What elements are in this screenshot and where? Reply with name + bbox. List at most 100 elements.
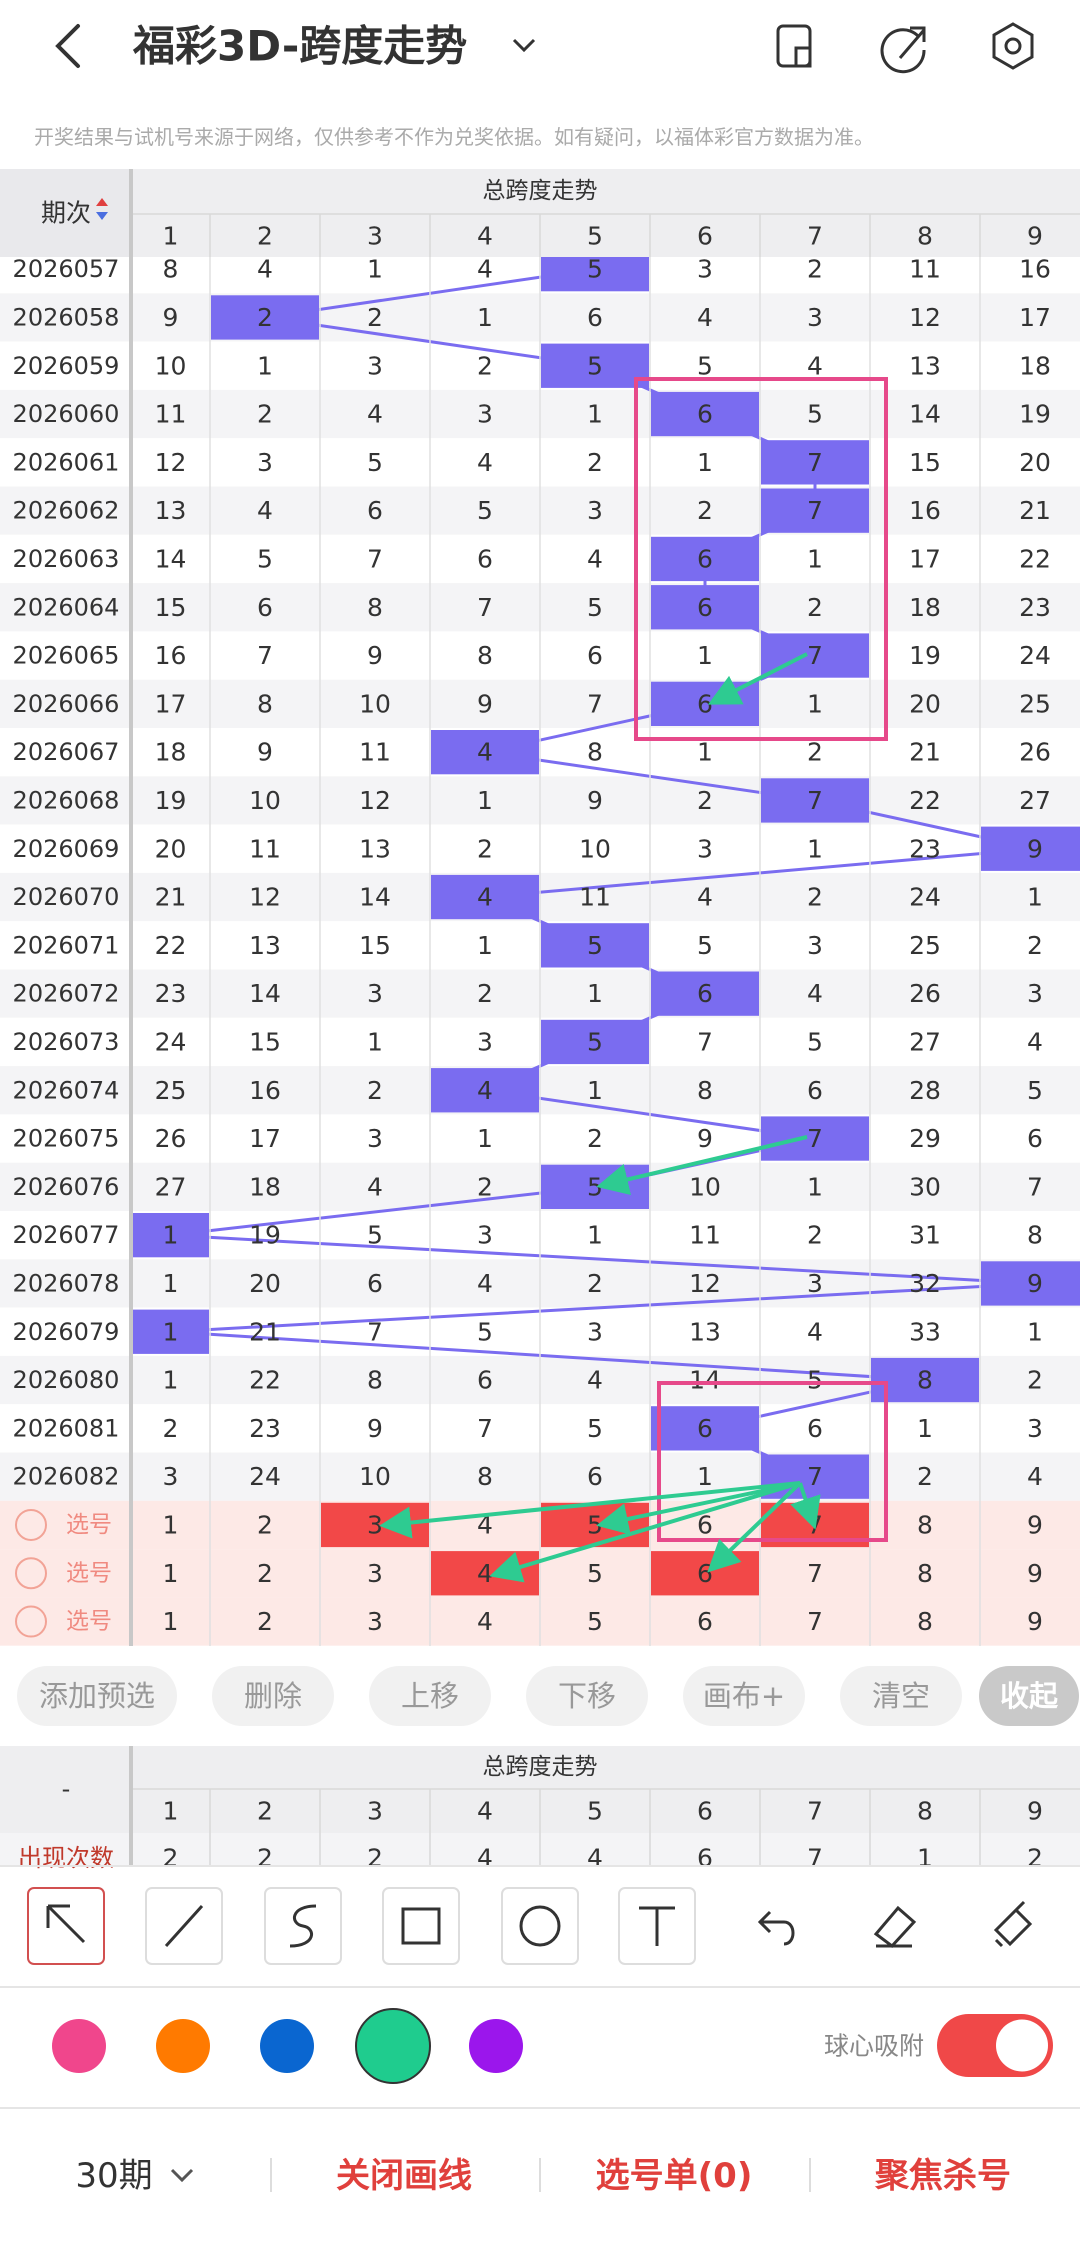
cell-value: 20 — [1019, 448, 1051, 477]
tool-text[interactable] — [639, 1906, 675, 1946]
focus-button[interactable]: 聚焦杀号 — [874, 2156, 1011, 2196]
pick-value[interactable]: 1 — [163, 1510, 179, 1539]
cell-value: 24 — [249, 1462, 281, 1491]
action-label[interactable]: 下移 — [558, 1679, 616, 1713]
tool-line[interactable] — [164, 1904, 204, 1948]
tool-undo[interactable] — [757, 1910, 795, 1946]
pick-value[interactable]: 1 — [163, 1607, 179, 1636]
pick-value[interactable]: 4 — [477, 1559, 493, 1588]
action-button[interactable] — [17, 1666, 177, 1726]
pick-value[interactable]: 4 — [477, 1510, 493, 1539]
action-label[interactable]: 画布+ — [703, 1679, 785, 1713]
layout-icon[interactable] — [776, 24, 812, 68]
tool-curve[interactable] — [289, 1904, 317, 1948]
tool-circle[interactable] — [519, 1905, 561, 1947]
cell-value: 8 — [477, 1462, 493, 1491]
cell-value: 9 — [587, 786, 603, 815]
color-swatch[interactable] — [469, 2019, 523, 2073]
action-label[interactable]: 删除 — [244, 1679, 302, 1713]
period: 2026076 — [13, 1173, 120, 1201]
pick-value[interactable]: 5 — [587, 1510, 603, 1539]
stats-value: 4 — [477, 1844, 493, 1873]
pick-value[interactable]: 5 — [587, 1607, 603, 1636]
stats-column: 9 — [1027, 1797, 1043, 1826]
action-label[interactable]: 清空 — [872, 1679, 930, 1713]
action-button[interactable] — [369, 1666, 491, 1726]
tool-eraser[interactable] — [873, 1905, 917, 1949]
action-button[interactable] — [212, 1666, 334, 1726]
tool-frame — [264, 1887, 342, 1965]
action-button[interactable] — [840, 1666, 962, 1726]
pick-list-button[interactable]: 选号单(0) — [596, 2156, 753, 2196]
pick-radio[interactable] — [15, 1508, 47, 1541]
column-header: 8 — [917, 222, 933, 251]
cell-value: 13 — [689, 1317, 721, 1346]
pick-value[interactable]: 7 — [807, 1607, 823, 1636]
pick-value[interactable]: 9 — [1027, 1607, 1043, 1636]
hit-cell — [761, 440, 869, 485]
cell-value: 28 — [909, 1076, 941, 1105]
action-button[interactable] — [526, 1666, 648, 1726]
pick-value[interactable]: 2 — [257, 1607, 273, 1636]
pick-value[interactable]: 7 — [807, 1559, 823, 1588]
cell-value: 9 — [257, 738, 273, 767]
period-select[interactable]: 30期 — [75, 2156, 152, 2196]
pick-value[interactable]: 2 — [257, 1510, 273, 1539]
snap-toggle[interactable] — [937, 2014, 1053, 2077]
cell-value: 17 — [1019, 303, 1051, 332]
cell-value: 4 — [807, 979, 823, 1008]
title-dropdown[interactable] — [512, 38, 536, 53]
action-button[interactable] — [683, 1666, 805, 1726]
color-swatches — [52, 2008, 523, 2084]
tool-clear[interactable] — [993, 1900, 1033, 1948]
cell-value: 21 — [155, 883, 187, 912]
period-header[interactable]: 期次 — [41, 199, 91, 228]
pick-value[interactable]: 9 — [1027, 1510, 1043, 1539]
cell-value: 19 — [249, 1221, 281, 1250]
pick-value[interactable]: 4 — [477, 1607, 493, 1636]
cell-value: 11 — [249, 834, 281, 863]
cell-value: 1 — [587, 979, 603, 1008]
period: 2026080 — [13, 1366, 120, 1394]
pick-value[interactable]: 1 — [163, 1559, 179, 1588]
pick-value[interactable]: 8 — [917, 1510, 933, 1539]
pick-value[interactable]: 6 — [697, 1607, 713, 1636]
tool-rect[interactable] — [401, 1907, 441, 1945]
color-swatch[interactable] — [355, 2008, 431, 2084]
pick-value[interactable]: 9 — [1027, 1559, 1043, 1588]
pick-value[interactable]: 6 — [697, 1559, 713, 1588]
action-label[interactable]: 收起 — [1000, 1679, 1059, 1713]
pick-value[interactable]: 5 — [587, 1559, 603, 1588]
tool-select[interactable] — [46, 1904, 86, 1944]
cell-value: 2 — [477, 351, 493, 380]
cell-value: 3 — [587, 1317, 603, 1346]
cell-value: 1 — [257, 351, 273, 380]
cell-value: 10 — [579, 834, 611, 863]
pick-value[interactable]: 2 — [257, 1559, 273, 1588]
pick-value[interactable]: 3 — [367, 1607, 383, 1636]
cell-value: 23 — [155, 979, 187, 1008]
settings-icon[interactable] — [992, 22, 1034, 70]
hit-value: 7 — [807, 786, 823, 815]
pick-value[interactable]: 3 — [367, 1559, 383, 1588]
color-swatch[interactable] — [52, 2019, 106, 2073]
pick-value[interactable]: 8 — [917, 1559, 933, 1588]
color-swatch[interactable] — [260, 2019, 314, 2073]
cell-value: 4 — [477, 1269, 493, 1298]
close-lines-button[interactable]: 关闭画线 — [336, 2156, 472, 2196]
back-button[interactable] — [55, 24, 80, 68]
pick-value[interactable]: 6 — [697, 1510, 713, 1539]
pick-radio[interactable] — [15, 1605, 47, 1638]
action-button[interactable] — [979, 1666, 1079, 1726]
pick-value[interactable]: 8 — [917, 1607, 933, 1636]
cell-value: 4 — [1027, 1462, 1043, 1491]
stats-column: 6 — [697, 1797, 713, 1826]
color-swatch[interactable] — [156, 2019, 210, 2073]
share-icon[interactable] — [880, 26, 926, 74]
action-label[interactable]: 上移 — [401, 1679, 459, 1713]
pick-value[interactable]: 3 — [367, 1510, 383, 1539]
action-label[interactable]: 添加预选 — [39, 1679, 155, 1713]
cell-value: 5 — [477, 1317, 493, 1346]
cell-value: 3 — [367, 351, 383, 380]
pick-radio[interactable] — [15, 1557, 47, 1590]
